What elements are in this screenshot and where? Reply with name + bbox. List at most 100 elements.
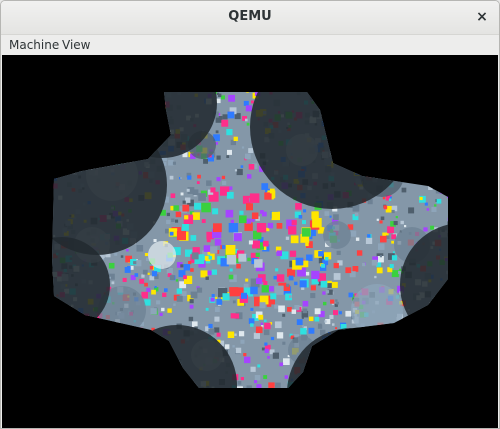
fractal-pixel [417, 155, 421, 159]
menu-view[interactable]: View [62, 38, 91, 52]
fractal-pixel [91, 160, 97, 166]
fractal-pixel [156, 300, 161, 305]
fractal-pixel [351, 379, 357, 384]
fractal-pixel [66, 130, 70, 134]
fractal-pixel [427, 123, 433, 130]
fractal-pixel [432, 172, 435, 175]
fractal-pixel [63, 167, 67, 171]
fractal-pixel [372, 342, 379, 349]
fractal-pixel [105, 252, 111, 258]
fractal-pixel [258, 314, 264, 320]
fractal-pixel [261, 325, 264, 328]
fractal-pixel [296, 319, 303, 325]
fractal-pixel [373, 124, 379, 130]
close-icon[interactable]: × [476, 9, 488, 25]
fractal-pixel [60, 157, 65, 163]
fractal-pixel [418, 103, 423, 108]
fractal-pixel [157, 388, 161, 392]
fractal-pixel [63, 332, 69, 337]
fractal-pixel [359, 376, 362, 379]
fractal-pixel [451, 302, 455, 306]
fractal-pixel [244, 388, 246, 390]
fractal-pixel [375, 92, 382, 96]
fractal-pixel [438, 313, 446, 320]
fractal-pixel [127, 266, 131, 270]
fractal-pixel [345, 152, 349, 156]
fractal-pixel [319, 100, 325, 106]
fractal-pixel [347, 345, 351, 350]
fractal-pixel [265, 344, 271, 351]
fractal-pixel [118, 371, 125, 378]
fractal-pixel [372, 256, 378, 263]
vm-display[interactable] [2, 55, 498, 428]
fractal-pixel [411, 171, 415, 175]
fractal-pixel [104, 351, 111, 358]
fractal-pixel [113, 389, 119, 395]
fractal-pixel [202, 250, 208, 256]
fractal-pixel [438, 330, 444, 337]
fractal-pixel [322, 291, 326, 295]
fractal-pixel [267, 222, 274, 229]
fractal-pixel [257, 237, 264, 243]
fractal-pixel [250, 366, 256, 372]
menu-machine[interactable]: Machine [9, 38, 60, 52]
fractal-pixel [390, 351, 397, 358]
fractal-pixel [314, 250, 322, 258]
fractal-pixel [221, 344, 227, 350]
fractal-pixel [289, 333, 293, 337]
fractal-pixel [116, 152, 120, 156]
fractal-pixel [240, 339, 245, 344]
fractal-pixel [148, 128, 155, 135]
fractal-pixel [162, 343, 168, 349]
fractal-pixel [332, 341, 336, 345]
fractal-pixel [282, 341, 286, 345]
fractal-pixel [398, 377, 401, 380]
fractal-pixel [238, 253, 247, 262]
fractal-pixel [380, 235, 387, 243]
fractal-pixel [176, 385, 184, 388]
fractal-pixel [351, 387, 356, 388]
fractal-pixel [71, 156, 77, 163]
fractal-pixel [366, 162, 372, 168]
fractal-pixel [210, 187, 216, 193]
fractal-pixel [363, 97, 366, 100]
fractal-pixel [415, 119, 419, 123]
fractal-pixel [140, 143, 143, 147]
fractal-pixel [341, 365, 347, 370]
fractal-pixel [329, 337, 332, 341]
fractal-pixel [353, 362, 357, 367]
fractal-pixel [123, 155, 127, 159]
fractal-pixel [301, 316, 304, 319]
fractal-pixel [300, 234, 310, 243]
fractal-pixel [227, 331, 235, 338]
fractal-pixel [430, 225, 435, 230]
fractal-pixel [364, 93, 371, 99]
fractal-pixel [146, 346, 151, 351]
fractal-pixel [190, 268, 194, 272]
fractal-pixel [435, 152, 442, 159]
fractal-pixel [405, 111, 412, 118]
fractal-pixel [395, 342, 401, 348]
fractal-pixel [180, 264, 184, 268]
fractal-pixel [166, 212, 170, 217]
fractal-pixel [125, 341, 130, 346]
fractal-pixel [389, 196, 392, 199]
fractal-pixel [332, 334, 336, 338]
title-bar[interactable]: QEMU × [1, 1, 499, 35]
fractal-pixel [124, 123, 130, 129]
fractal-pixel [234, 287, 244, 297]
fractal-pixel [222, 180, 227, 186]
fractal-pixel [244, 287, 254, 297]
fractal-pixel [343, 385, 347, 388]
fractal-pixel [329, 215, 332, 218]
fractal-pixel [233, 233, 242, 242]
fractal-pixel [327, 289, 333, 295]
fractal-pixel [424, 202, 428, 206]
fractal-pixel [189, 304, 194, 309]
fractal-pixel [208, 191, 219, 202]
fractal-pixel [400, 220, 404, 225]
fractal-pixel [423, 98, 427, 102]
fractal-pixel [338, 99, 341, 103]
fractal-pixel [352, 204, 360, 212]
fractal-pixel [79, 338, 83, 341]
